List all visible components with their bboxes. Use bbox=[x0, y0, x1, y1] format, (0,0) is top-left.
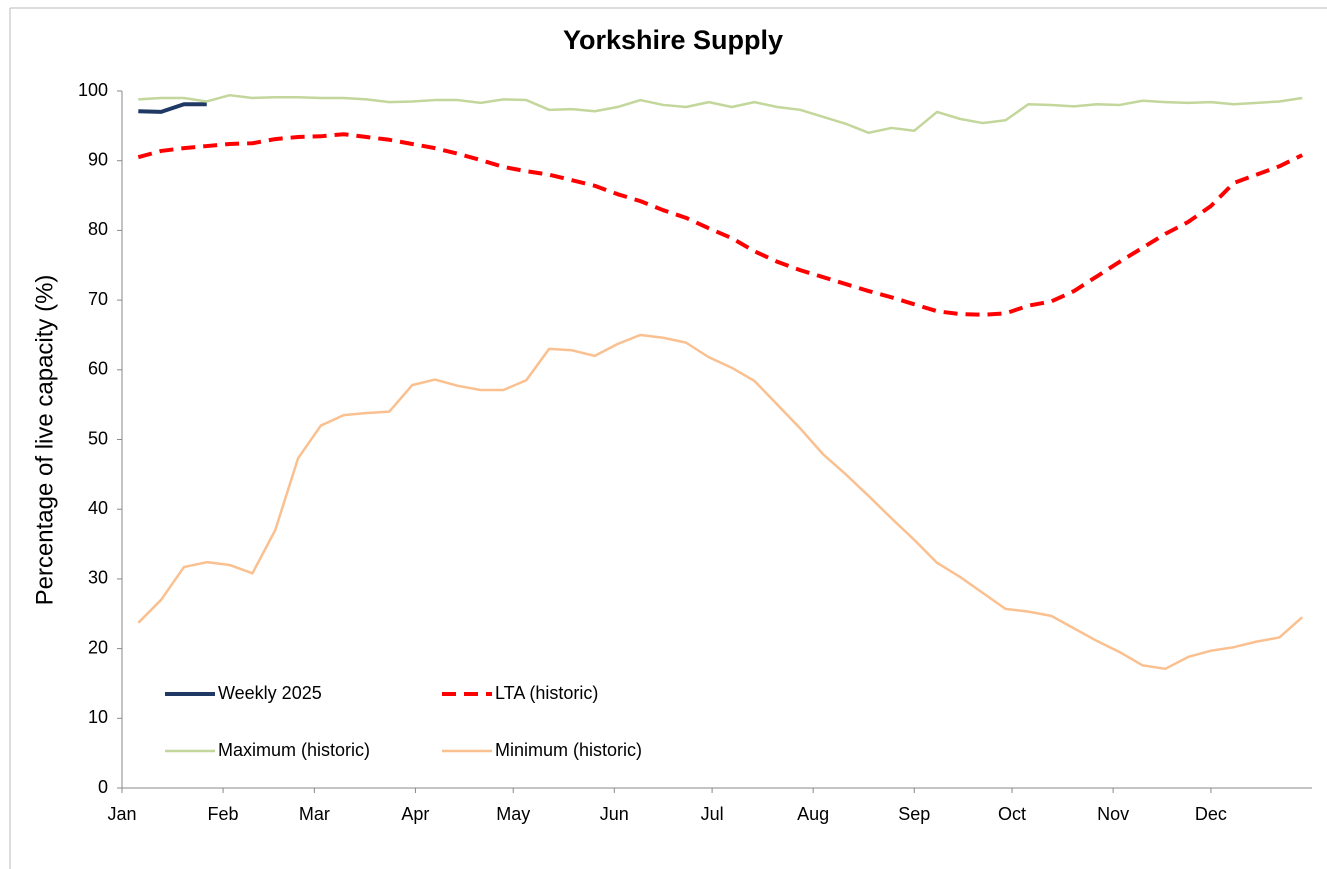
x-tick-label: Mar bbox=[299, 804, 330, 824]
legend-label: Minimum (historic) bbox=[495, 740, 642, 760]
y-axis-label: Percentage of live capacity (%) bbox=[31, 275, 58, 606]
y-tick-label: 20 bbox=[88, 637, 108, 657]
x-tick-label: Jul bbox=[701, 804, 724, 824]
y-tick-label: 90 bbox=[88, 149, 108, 169]
x-tick-label: Aug bbox=[797, 804, 829, 824]
x-tick-label: Dec bbox=[1195, 804, 1227, 824]
x-tick-label: Jan bbox=[107, 804, 136, 824]
chart-title: Yorkshire Supply bbox=[563, 25, 783, 55]
y-tick-label: 30 bbox=[88, 568, 108, 588]
x-tick-label: May bbox=[496, 804, 530, 824]
legend-label: Maximum (historic) bbox=[218, 740, 370, 760]
x-tick-label: Oct bbox=[998, 804, 1026, 824]
series-line bbox=[138, 102, 207, 114]
y-tick-label: 40 bbox=[88, 498, 108, 518]
y-tick-label: 10 bbox=[88, 707, 108, 727]
y-tick-label: 50 bbox=[88, 428, 108, 448]
series-line bbox=[137, 132, 1304, 317]
y-tick-label: 80 bbox=[88, 219, 108, 239]
x-tick-label: Apr bbox=[401, 804, 429, 824]
y-tick-label: 60 bbox=[88, 359, 108, 379]
legend-label: LTA (historic) bbox=[495, 683, 598, 703]
legend-label: Weekly 2025 bbox=[218, 683, 322, 703]
series-line bbox=[138, 93, 1303, 135]
x-tick-label: Nov bbox=[1097, 804, 1129, 824]
x-tick-label: Jun bbox=[600, 804, 629, 824]
y-tick-label: 70 bbox=[88, 289, 108, 309]
y-tick-label: 100 bbox=[78, 80, 108, 100]
y-tick-label: 0 bbox=[98, 777, 108, 797]
x-tick-label: Feb bbox=[208, 804, 239, 824]
x-tick-label: Sep bbox=[898, 804, 930, 824]
series-line bbox=[137, 333, 1304, 671]
